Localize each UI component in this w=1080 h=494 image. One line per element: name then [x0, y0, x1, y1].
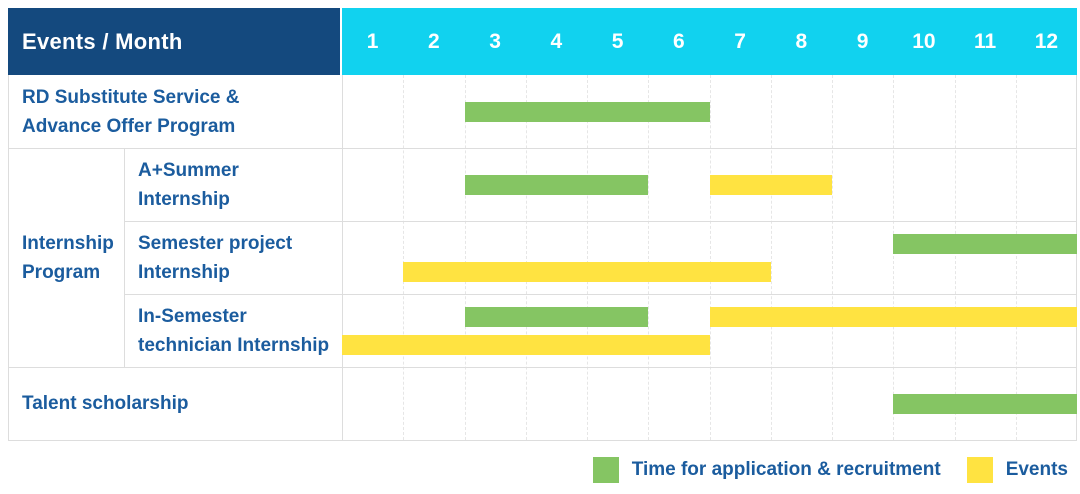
group-sub-divider	[124, 148, 125, 367]
legend-label-application: Time for application & recruitment	[631, 459, 941, 480]
month-grid-line-4	[587, 75, 588, 440]
row-label-line: Advance Offer Program	[22, 115, 236, 137]
row-label-rd-substitute-service: RD Substitute Service & Advance Offer Pro…	[8, 75, 342, 148]
group-label-line: Internship	[22, 232, 114, 254]
month-grid-line-10	[954, 75, 956, 440]
month-header-4: 4	[525, 8, 587, 75]
label-grid-divider	[342, 75, 343, 440]
gantt-table: Events / Month 1 2 3 4 5 6 7 8 9 10 11 12 RD Substit…	[8, 8, 1077, 441]
group-label-internship-program: Internship Program	[8, 148, 124, 367]
month-grid-line-6	[709, 75, 711, 440]
row-label-semester-project-internship: Semester project Internship	[124, 221, 342, 294]
row-label-line: RD Substitute Service &	[22, 86, 240, 108]
month-grid-line-5	[648, 75, 650, 440]
month-grid-line-11	[1015, 75, 1017, 440]
month-header-8: 8	[770, 8, 832, 75]
gantt-bar-semester-project-internship-events	[403, 262, 771, 282]
row-label-line: In-Semester	[138, 305, 247, 327]
row-label-line: Talent scholarship	[22, 393, 189, 414]
month-header-6: 6	[648, 8, 710, 75]
gantt-bar-a-plus-summer-internship-application	[464, 175, 649, 195]
month-header-7: 7	[709, 8, 771, 75]
legend-item-events: Events	[966, 457, 1068, 483]
legend: Time for application & recruitment Events	[567, 453, 1068, 487]
month-grid-line-7	[770, 75, 772, 440]
row-divider-4	[8, 367, 1077, 368]
row-divider-2	[124, 221, 1077, 222]
legend-item-application: Time for application & recruitment	[592, 457, 941, 483]
month-header-5: 5	[587, 8, 649, 75]
month-grid-line-2	[464, 75, 466, 440]
gantt-bar-rd-substitute-service-application	[464, 102, 710, 122]
events-month-header-label: Events / Month	[22, 28, 183, 54]
group-label-line: Program	[22, 261, 101, 283]
month-header-3: 3	[464, 8, 526, 75]
gantt-bar-in-semester-technician-internship-events	[709, 307, 1077, 327]
row-divider-3	[124, 294, 1077, 295]
legend-swatch-application	[592, 457, 619, 483]
events-month-header-cell: Events / Month	[8, 8, 340, 75]
row-label-line: Internship	[138, 261, 230, 283]
legend-swatch-events	[966, 457, 993, 483]
row-label-in-semester-technician-internship: In-Semester technician Internship	[124, 294, 342, 367]
row-label-line: technician Internship	[138, 334, 330, 356]
gantt-bar-in-semester-technician-internship-events	[342, 335, 710, 355]
table-left-border	[8, 75, 9, 440]
gantt-bar-talent-scholarship-application	[893, 394, 1077, 414]
row-divider-1	[8, 148, 1077, 149]
row-label-talent-scholarship: Talent scholarship	[8, 367, 342, 440]
gantt-bar-in-semester-technician-internship-application	[464, 307, 649, 327]
month-grid-line-8	[832, 75, 833, 440]
month-header-1: 1	[342, 8, 404, 75]
row-label-line: A+Summer	[138, 159, 239, 181]
row-label-line: Internship	[138, 188, 230, 210]
month-header-9: 9	[832, 8, 894, 75]
gantt-bar-semester-project-internship-application	[893, 234, 1077, 254]
month-header-12: 12	[1015, 8, 1077, 75]
month-grid-line-9	[893, 75, 895, 440]
legend-label-events: Events	[1005, 459, 1068, 480]
month-grid-line-1	[403, 75, 405, 440]
table-right-border	[1076, 75, 1077, 440]
month-header-11: 11	[954, 8, 1016, 75]
gantt-bar-a-plus-summer-internship-events	[709, 175, 832, 195]
month-grid-line-3	[525, 75, 527, 440]
month-header-10: 10	[893, 8, 955, 75]
row-label-a-plus-summer-internship: A+Summer Internship	[124, 148, 342, 221]
row-label-line: Semester project	[138, 232, 293, 254]
row-divider-5	[8, 440, 1077, 441]
month-header-2: 2	[403, 8, 465, 75]
